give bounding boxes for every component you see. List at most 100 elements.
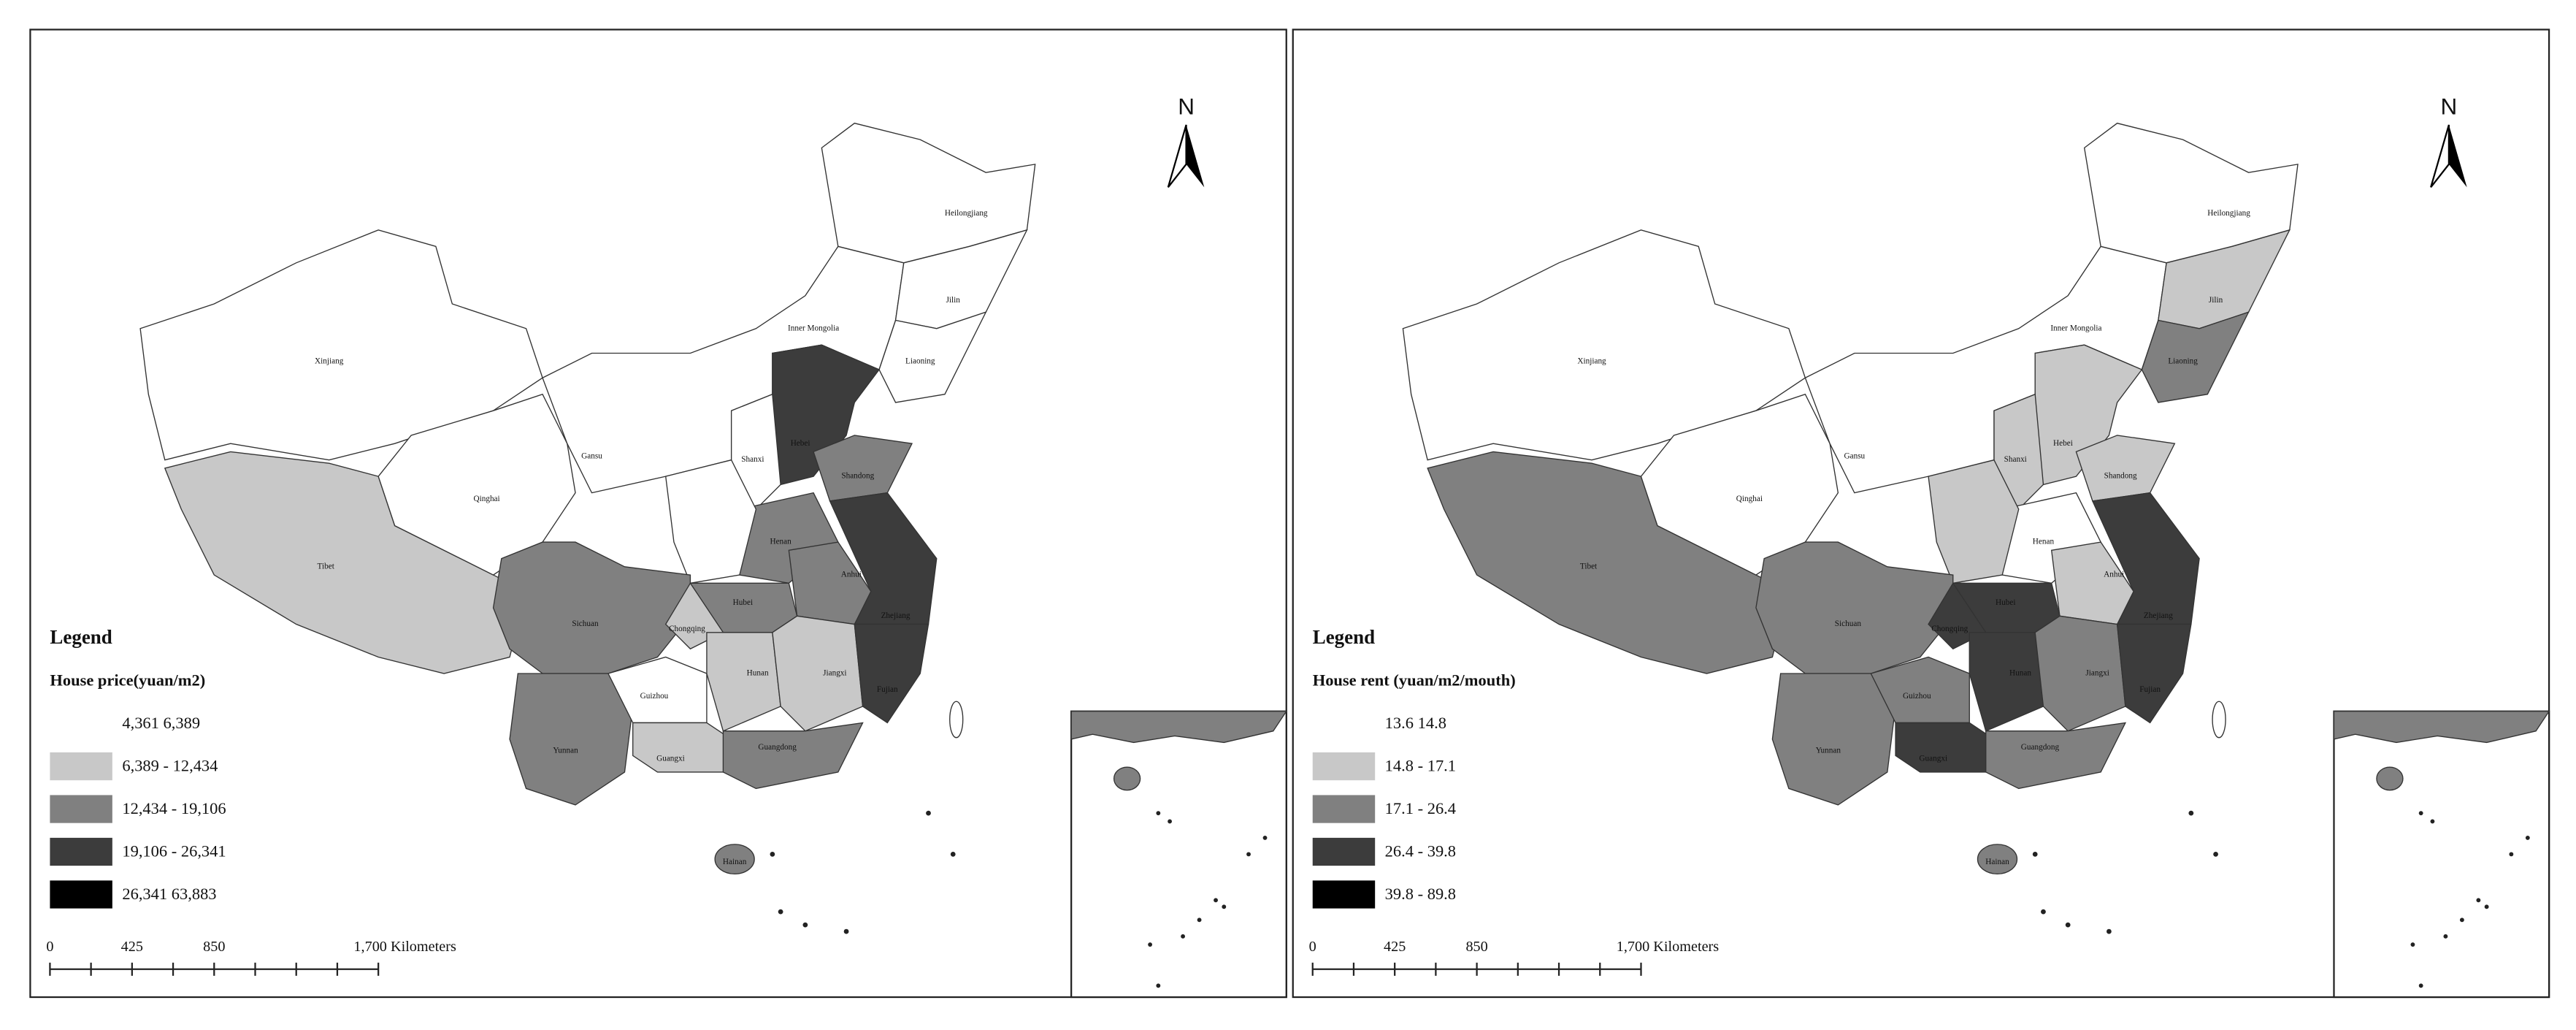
island [802, 922, 808, 928]
province-label: Shanxi [2004, 455, 2027, 464]
scale-label: 425 [121, 939, 143, 955]
inset-island [1222, 904, 1227, 909]
province [949, 701, 964, 739]
province [2116, 623, 2192, 724]
inset-frame [1070, 710, 1287, 999]
province-label: Liaoning [905, 356, 935, 365]
province-label: Henan [2033, 538, 2055, 546]
province-label: Zhejiang [2144, 611, 2173, 620]
province [821, 122, 1036, 264]
province [714, 844, 755, 875]
province-label: Anhui [841, 571, 862, 579]
legend-label: 39.8 - 89.8 [1385, 885, 1456, 903]
legend-label: 6,389 - 12,434 [122, 756, 218, 774]
legend-swatch [50, 752, 112, 781]
province [2212, 701, 2226, 739]
legend-swatch [1312, 752, 1376, 781]
inset-island [1197, 918, 1202, 923]
legend-heading: Legend [1313, 626, 1375, 648]
province-label: Guangxi [656, 755, 685, 763]
inset-island [2476, 898, 2481, 903]
inset-island [1168, 819, 1173, 824]
province [1895, 722, 1995, 773]
province-label: Guangxi [1919, 755, 1947, 763]
scale-label: 0 [46, 939, 53, 955]
province-label: Xinjiang [315, 356, 344, 365]
north-arrow [2430, 124, 2450, 188]
legend-swatch [49, 709, 113, 739]
inset-frame [2333, 710, 2550, 999]
legend-swatch [1312, 880, 1376, 909]
province-label: Chongqing [669, 625, 705, 633]
province-label: Qinghai [473, 495, 499, 503]
province [813, 435, 913, 502]
province-label: Sichuan [572, 619, 599, 628]
province-label: Inner Mongolia [788, 324, 839, 332]
legend-label: 12,434 - 19,106 [122, 799, 226, 817]
province-label: Tibet [1580, 562, 1598, 571]
inset-island [1246, 852, 1251, 857]
legend-swatch [1312, 837, 1376, 866]
inset-island [2459, 918, 2464, 923]
province-label: Guizhou [640, 692, 669, 701]
inset-island [1156, 983, 1161, 988]
scale-label: 1,700 Kilometers [1617, 939, 1720, 955]
inset-island [2418, 983, 2423, 988]
island [770, 852, 775, 857]
inset-island [2418, 811, 2423, 816]
legend-label: 13.6 14.8 [1385, 714, 1446, 732]
inset-island [2430, 819, 2435, 824]
scale-label: 425 [1384, 939, 1406, 955]
province [492, 541, 691, 674]
province-label: Hubei [733, 598, 753, 607]
province [1755, 541, 1954, 674]
inset-island [2525, 835, 2530, 840]
province [854, 623, 929, 724]
inset-island [2410, 942, 2415, 947]
inset-land [2333, 711, 2550, 744]
legend-label: 26.4 - 39.8 [1385, 842, 1456, 860]
province-label: Chongqing [1931, 625, 1968, 633]
province-label: Zhejiang [881, 611, 911, 620]
province-label: Jilin [2209, 296, 2223, 305]
north-arrow [2448, 124, 2467, 188]
province [377, 393, 576, 576]
province [1985, 722, 2127, 790]
legend-swatch [1312, 795, 1376, 823]
inset-island [1148, 942, 1153, 947]
province-label: Qinghai [1736, 495, 1763, 503]
province-label: Yunnan [553, 746, 578, 755]
province [706, 632, 781, 732]
legend-label: 19,106 - 26,341 [122, 842, 226, 860]
legend-heading: Legend [50, 626, 112, 648]
province-label: Hebei [2053, 439, 2073, 448]
province-label: Jiangxi [2085, 669, 2109, 678]
province [2083, 122, 2299, 264]
island [2213, 852, 2218, 857]
north-arrow [1186, 124, 1205, 188]
province [1969, 632, 2044, 732]
province [1640, 393, 1839, 576]
legend-label: 17.1 - 26.4 [1385, 799, 1456, 817]
province [1870, 656, 1970, 724]
province [1928, 459, 2020, 584]
province-label: Hunan [747, 669, 769, 678]
legend-title: House rent (yuan/m2/mouth) [1313, 671, 1516, 689]
province-label: Hainan [1985, 858, 2009, 866]
province [1977, 844, 2018, 875]
province-label: Guangdong [758, 743, 797, 752]
island [926, 810, 931, 816]
island [778, 909, 783, 915]
province-label: Gansu [1844, 452, 1865, 461]
legend-label: 26,341 63,883 [122, 885, 216, 903]
province [2075, 435, 2176, 502]
province-label: Yunnan [1816, 746, 1841, 755]
province-label: Shandong [2104, 472, 2137, 481]
north-label: N [1178, 94, 1195, 120]
province-label: Hubei [1996, 598, 2015, 607]
province-label: Shandong [841, 472, 874, 481]
island [2032, 852, 2038, 857]
inset-island [2484, 904, 2489, 909]
province-label: Guangdong [2021, 743, 2060, 752]
